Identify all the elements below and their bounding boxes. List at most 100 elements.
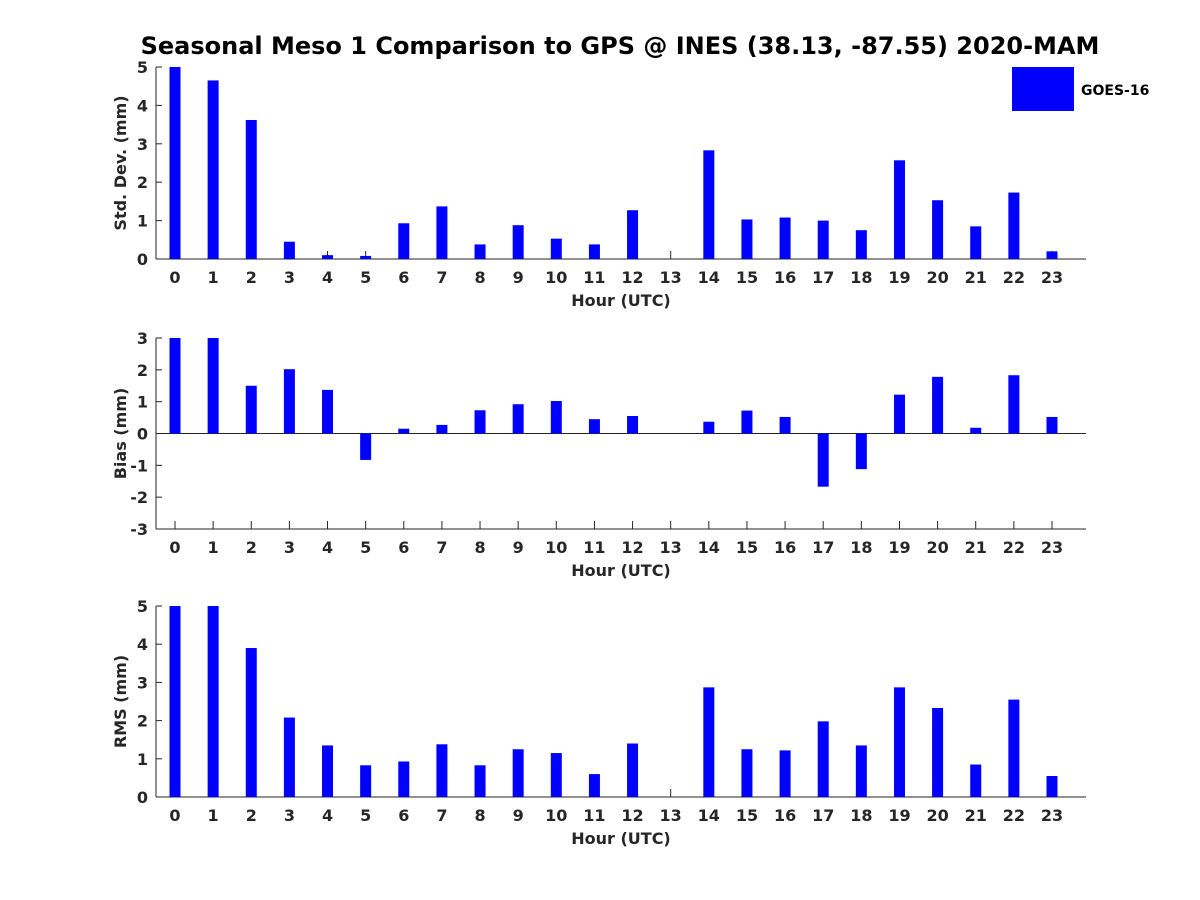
- bias-bar-hour-18: [855, 433, 867, 470]
- rms-x-tick-label: 6: [398, 806, 409, 825]
- std-dev-bar-hour-17: [817, 220, 829, 259]
- std-dev-bar-hour-16: [779, 217, 791, 259]
- bias-x-tick-label: 8: [474, 538, 485, 557]
- rms-y-tick-label: 3: [137, 673, 148, 692]
- std-dev-x-tick-label: 16: [774, 268, 796, 287]
- legend: GOES-16: [1012, 67, 1149, 111]
- legend-swatch: [1012, 67, 1074, 111]
- rms-y-tick-label: 0: [137, 788, 148, 807]
- std-dev-y-tick-label: 5: [137, 58, 148, 77]
- rms-y-tick-label: 1: [137, 750, 148, 769]
- bias-bar-hour-8: [474, 410, 486, 434]
- std-dev-x-tick-label: 18: [850, 268, 872, 287]
- bias-y-tick-label: -2: [130, 488, 148, 507]
- bias-bar-hour-21: [970, 427, 982, 434]
- rms-bar-hour-3: [283, 717, 295, 797]
- bias-bar-hour-11: [588, 419, 600, 434]
- bias-x-tick-label: 15: [736, 538, 758, 557]
- std-dev-x-tick-label: 23: [1041, 268, 1063, 287]
- bias-y-tick-label: 2: [137, 361, 148, 380]
- bias-bar-hour-14: [703, 421, 715, 434]
- rms-x-tick-label: 15: [736, 806, 758, 825]
- rms-x-tick-label: 4: [322, 806, 333, 825]
- std-dev-bar-hour-19: [893, 160, 905, 259]
- rms-x-tick-label: 18: [850, 806, 872, 825]
- rms-bar-hour-17: [817, 721, 829, 797]
- std-dev-y-axis-label: Std. Dev. (mm): [111, 95, 130, 230]
- std-dev-bar-hour-10: [550, 238, 562, 259]
- std-dev-bar-hour-18: [855, 230, 867, 259]
- std-dev-bar-hour-5: [360, 255, 372, 259]
- std-dev-bar-hour-12: [627, 210, 639, 259]
- std-dev-x-tick-label: 1: [208, 268, 219, 287]
- std-dev-x-tick-label: 2: [246, 268, 257, 287]
- rms-x-tick-label: 9: [513, 806, 524, 825]
- bias-x-tick-label: 4: [322, 538, 333, 557]
- rms-x-tick-label: 23: [1041, 806, 1063, 825]
- bias-x-tick-label: 0: [169, 538, 180, 557]
- bias-bar-hour-15: [741, 410, 753, 434]
- bias-bar-hour-23: [1046, 416, 1058, 434]
- bias-bar-hour-7: [436, 424, 448, 434]
- rms-bar-hour-5: [360, 765, 372, 797]
- rms-x-tick-label: 12: [621, 806, 643, 825]
- std-dev-x-tick-label: 12: [621, 268, 643, 287]
- bias-y-tick-label: -3: [130, 520, 148, 539]
- bias-x-axis-label: Hour (UTC): [571, 561, 671, 580]
- rms-bar-hour-20: [932, 707, 944, 797]
- rms-bar-hour-12: [627, 743, 639, 797]
- rms-bar-hour-1: [207, 606, 219, 797]
- std-dev-x-tick-label: 11: [583, 268, 605, 287]
- rms-x-tick-label: 7: [436, 806, 447, 825]
- bias-x-tick-label: 5: [360, 538, 371, 557]
- rms-x-tick-label: 3: [284, 806, 295, 825]
- bias-bar-hour-6: [398, 428, 410, 434]
- bias-x-tick-label: 9: [513, 538, 524, 557]
- bias-bar-hour-5: [360, 433, 372, 460]
- rms-bar-hour-0: [169, 606, 181, 797]
- bias-bar-hour-10: [550, 401, 562, 434]
- bias-bar-hour-9: [512, 404, 524, 434]
- bias-x-tick-label: 17: [812, 538, 834, 557]
- std-dev-x-tick-label: 5: [360, 268, 371, 287]
- std-dev-x-tick-label: 19: [888, 268, 910, 287]
- bias-bar-hour-20: [932, 376, 944, 434]
- std-dev-x-tick-label: 9: [513, 268, 524, 287]
- rms-bar-hour-16: [779, 750, 791, 797]
- bias-y-tick-label: 1: [137, 393, 148, 412]
- bias-bar-hour-12: [627, 415, 639, 434]
- rms-x-tick-label: 17: [812, 806, 834, 825]
- std-dev-x-tick-label: 21: [965, 268, 987, 287]
- std-dev-x-tick-label: 17: [812, 268, 834, 287]
- std-dev-bar-hour-7: [436, 206, 448, 259]
- rms-x-tick-label: 14: [698, 806, 720, 825]
- rms-bar-hour-6: [398, 761, 410, 797]
- bias-y-tick-label: -1: [130, 456, 148, 475]
- std-dev-x-tick-label: 3: [284, 268, 295, 287]
- bias-x-tick-label: 16: [774, 538, 796, 557]
- std-dev-bar-hour-0: [169, 67, 181, 259]
- std-dev-x-tick-label: 22: [1003, 268, 1025, 287]
- std-dev-bar-hour-14: [703, 150, 715, 259]
- bias-x-tick-label: 19: [888, 538, 910, 557]
- rms-bar-hour-18: [855, 745, 867, 797]
- std-dev-bar-hour-11: [588, 244, 600, 259]
- bias-bar-hour-19: [893, 394, 905, 434]
- std-dev-bar-hour-20: [932, 200, 944, 259]
- rms-x-tick-label: 21: [965, 806, 987, 825]
- bias-x-tick-label: 11: [583, 538, 605, 557]
- rms-x-tick-label: 2: [246, 806, 257, 825]
- bias-bar-hour-22: [1008, 375, 1020, 434]
- rms-bar-hour-8: [474, 765, 486, 797]
- bias-x-tick-label: 7: [436, 538, 447, 557]
- std-dev-y-tick-label: 0: [137, 250, 148, 269]
- rms-x-tick-label: 8: [474, 806, 485, 825]
- rms-x-tick-label: 20: [926, 806, 948, 825]
- rms-bar-hour-22: [1008, 699, 1020, 797]
- std-dev-bar-hour-1: [207, 80, 219, 259]
- std-dev-bar-hour-2: [245, 119, 257, 259]
- bias-x-tick-label: 14: [698, 538, 720, 557]
- std-dev-y-tick-label: 4: [137, 96, 148, 115]
- bias-x-tick-label: 18: [850, 538, 872, 557]
